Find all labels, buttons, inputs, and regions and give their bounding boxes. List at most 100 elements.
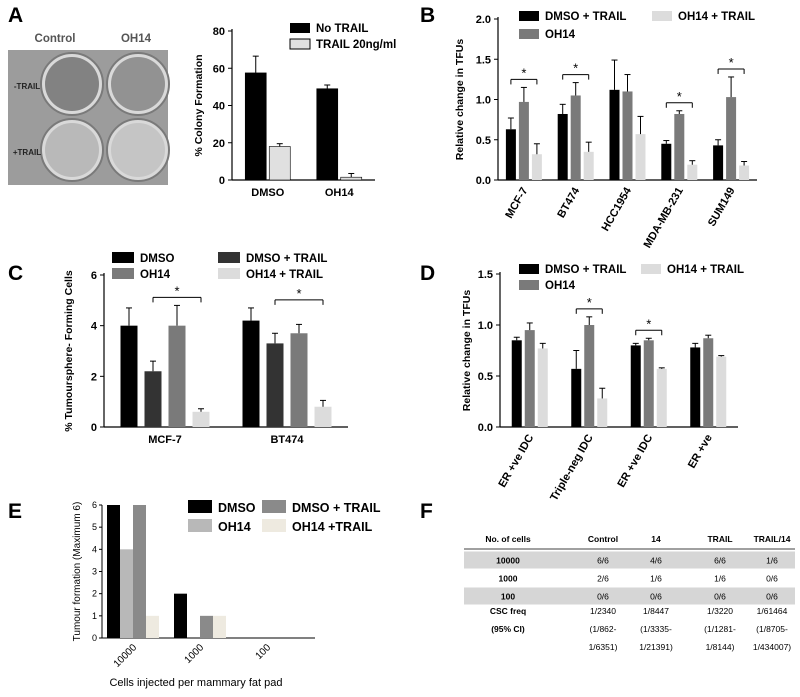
chart-e-bar [120, 549, 133, 638]
culture-well [106, 52, 170, 116]
table-cell: 1/6 [766, 556, 778, 566]
chart-e-bar [107, 505, 120, 638]
photo-col-label: OH14 [121, 33, 152, 45]
chart-c-legend-swatch [218, 268, 240, 279]
chart-d-bar [524, 330, 535, 427]
chart-e-legend-swatch [188, 500, 212, 513]
chart-d-y-label: Relative change in TFUs [461, 290, 473, 412]
chart-e-bar [213, 615, 226, 638]
photo-col-label: Control [35, 33, 76, 45]
chart-c-bar [192, 411, 210, 427]
chart-c-bar [266, 343, 284, 427]
chart-d-y-tick-label: 1.0 [478, 320, 493, 332]
chart-a-y-label: % Colony Formation [193, 54, 205, 156]
chart-d-sig-star: * [646, 316, 651, 331]
chart-c-x-tick-label: MCF-7 [148, 434, 182, 446]
chart-b-sig-star: * [677, 89, 682, 104]
colony-staining [45, 123, 99, 177]
chart-b-bar [635, 134, 646, 180]
chart-a-legend-label: No TRAIL [316, 23, 368, 35]
chart-d-bar [597, 398, 608, 427]
chart-b-x-tick-label: MCF-7 [503, 186, 530, 221]
chart-e-x-tick-label: 100 [254, 642, 274, 662]
chart-a-y-tick-label: 80 [213, 26, 225, 38]
chart-b-sig-star: * [573, 61, 578, 76]
table-cell: 6/6 [714, 556, 726, 566]
chart-c-legend-label: OH14 + TRAIL [246, 269, 323, 281]
chart-d-legend-swatch [519, 264, 539, 274]
chart-b-bar [505, 129, 516, 180]
chart-e-y-tick-label: 6 [92, 500, 97, 510]
chart-c-bar [242, 320, 260, 427]
chart-b-bar [661, 143, 672, 180]
chart-e-bar [146, 615, 159, 638]
chart-d-bar [511, 340, 522, 427]
chart-a-legend-swatch [289, 38, 311, 50]
chart-e-y-tick-label: 1 [92, 611, 97, 621]
chart-b-bar [531, 154, 542, 180]
table-cell: 0/6 [766, 592, 778, 602]
chart-d-y-tick-label: 0.0 [478, 422, 493, 434]
chart-e-x-label: Cells injected per mammary fat pad [109, 677, 282, 689]
chart-b-legend-label: DMSO + TRAIL [545, 11, 626, 23]
panel-letter-a: A [8, 4, 24, 27]
chart-c-bar [290, 333, 308, 427]
panel-letter-b: B [420, 4, 436, 27]
table-ci-line2: 1/21391) [639, 642, 673, 652]
chart-d-legend-label: OH14 [545, 280, 576, 292]
chart-b-y-tick-label: 2.0 [476, 14, 491, 26]
chart-e-x-tick-label: 1000 [183, 642, 207, 666]
chart-b-x-tick-label: BT474 [555, 185, 582, 220]
chart-b-bar [570, 95, 581, 180]
chart-e-legend-label: OH14 [218, 520, 251, 534]
chart-e-legend-swatch [262, 500, 286, 513]
chart-d-bar [656, 368, 667, 427]
chart-d-bar [716, 356, 727, 427]
chart-b-bar [518, 101, 529, 180]
table-freq-value: 1/61464 [757, 606, 788, 616]
chart-e-y-tick-label: 2 [92, 589, 97, 599]
chart-a-y-tick-label: 40 [213, 101, 225, 113]
chart-d-bar [584, 325, 595, 427]
table-freq-value: 1/2340 [590, 606, 616, 616]
chart-e-bar [200, 615, 213, 638]
table-freq-value: 1/8447 [643, 606, 669, 616]
chart-b-x-tick-label: HCC1954 [600, 185, 635, 234]
chart-b-legend-label: OH14 [545, 29, 576, 41]
chart-b-legend-swatch [519, 11, 539, 21]
chart-c-legend-label: OH14 [140, 269, 171, 281]
chart-e-legend-label: DMSO [218, 501, 256, 515]
chart-a-y-tick-label: 0 [219, 175, 225, 187]
chart-c-sig-star: * [296, 286, 301, 301]
table-cell: 0/6 [766, 574, 778, 584]
chart-d-bar [643, 340, 654, 427]
table-ci-line1: (1/3335- [640, 624, 672, 634]
panel-letter-c: C [8, 262, 24, 285]
chart-b-y-tick-label: 0.0 [476, 175, 491, 187]
chart-a-y-tick-label: 20 [213, 138, 225, 150]
chart-e-y-tick-label: 0 [92, 633, 97, 643]
panel-letter-d: D [420, 262, 436, 285]
table-cell: 2/6 [597, 574, 609, 584]
chart-c-legend-label: DMSO [140, 253, 175, 265]
chart-a-x-tick-label: DMSO [251, 187, 284, 199]
chart-e-y-label: Tumour formation (Maximum 6) [72, 502, 83, 642]
panel-letter-e: E [8, 500, 23, 523]
table-cell: 1/6 [714, 574, 726, 584]
chart-d-legend-label: DMSO + TRAIL [545, 264, 626, 276]
chart-c-legend-swatch [112, 252, 134, 263]
chart-b-y-tick-label: 1.0 [476, 95, 491, 107]
chart-d-bar [571, 368, 582, 427]
table-ci-line1: (1/1281- [704, 624, 736, 634]
chart-b-sig-star: * [729, 55, 734, 70]
table-header-cell: Control [588, 534, 618, 544]
table-header-cell: 14 [651, 534, 661, 544]
chart-d-x-tick-label: ER +ve IDC [496, 432, 536, 489]
chart-a-bar [316, 88, 339, 181]
chart-c-bar [314, 406, 332, 427]
chart-e-bar [174, 593, 187, 638]
chart-c-y-tick-label: 2 [91, 371, 97, 383]
chart-b-bar [739, 165, 750, 180]
chart-d-legend-swatch [641, 264, 661, 274]
table-header-cell: TRAIL/14 [754, 534, 791, 544]
